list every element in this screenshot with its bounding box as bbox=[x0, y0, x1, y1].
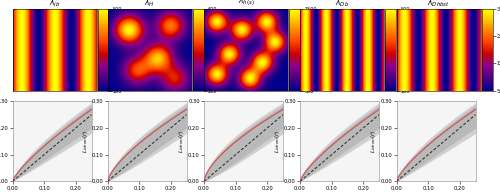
Y-axis label: $L_{inhom}(r)$: $L_{inhom}(r)$ bbox=[177, 130, 186, 153]
Y-axis label: $L_{inhom}(r)$: $L_{inhom}(r)$ bbox=[370, 130, 378, 153]
Y-axis label: $L_{inhom}(r)$: $L_{inhom}(r)$ bbox=[80, 130, 90, 153]
Title: $\hat{\lambda}_{Dhbst}$: $\hat{\lambda}_{Dhbst}$ bbox=[427, 0, 450, 9]
Title: $\hat{\lambda}_{h(s)}$: $\hat{\lambda}_{h(s)}$ bbox=[238, 0, 254, 9]
Title: $\hat{\lambda}_{Db}$: $\hat{\lambda}_{Db}$ bbox=[335, 0, 349, 9]
Y-axis label: $L_{inhom}(r)$: $L_{inhom}(r)$ bbox=[273, 130, 282, 153]
Title: $\hat{\lambda}_{H}$: $\hat{\lambda}_{H}$ bbox=[144, 0, 155, 9]
Title: $\hat{\lambda}_{ib}$: $\hat{\lambda}_{ib}$ bbox=[48, 0, 60, 9]
